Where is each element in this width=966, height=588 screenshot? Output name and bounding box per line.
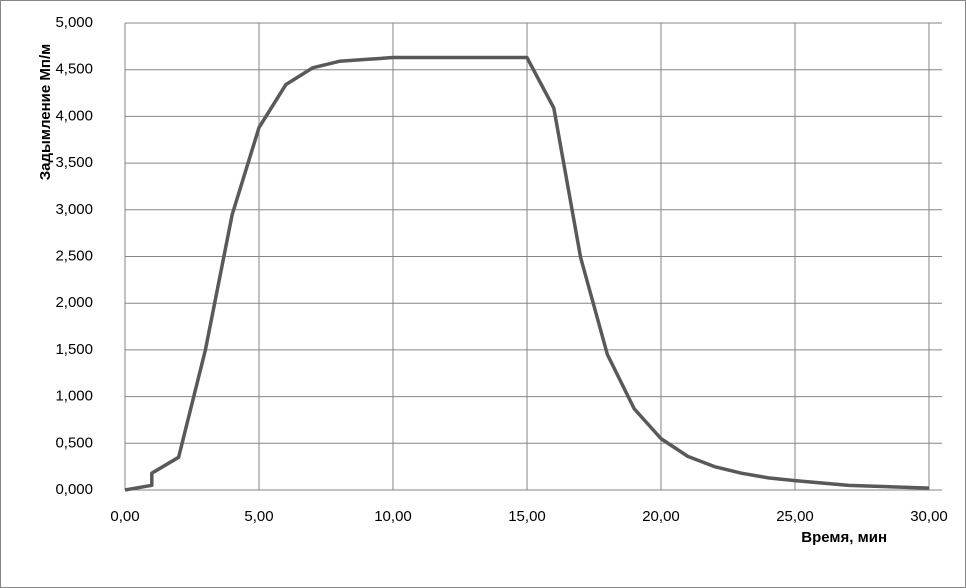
y-tick-label: 4,000: [55, 107, 93, 124]
y-tick-label: 0,000: [55, 481, 93, 498]
x-tick-label: 5,00: [244, 508, 273, 525]
y-tick-label: 4,500: [55, 61, 93, 78]
line-series: [124, 55, 930, 492]
y-tick-label: 0,500: [55, 434, 93, 451]
x-tick-label: 30,00: [910, 508, 948, 525]
y-tick-label: 1,500: [55, 341, 93, 358]
x-tick-label: 15,00: [508, 508, 546, 525]
x-tick-label: 0,00: [110, 508, 139, 525]
x-tick-label: 10,00: [374, 508, 412, 525]
y-tick-label: 1,000: [55, 388, 93, 405]
x-tick-label: 20,00: [642, 508, 680, 525]
y-axis-title: Задымление Мп/м: [37, 44, 54, 180]
y-tick-label: 2,500: [55, 247, 93, 264]
x-axis-title: Время, мин: [801, 529, 887, 546]
y-tick-label: 3,500: [55, 154, 93, 171]
x-tick-label: 25,00: [776, 508, 814, 525]
y-tick-label: 2,000: [55, 294, 93, 311]
y-tick-label: 3,000: [55, 201, 93, 218]
y-tick-label: 5,000: [55, 14, 93, 31]
